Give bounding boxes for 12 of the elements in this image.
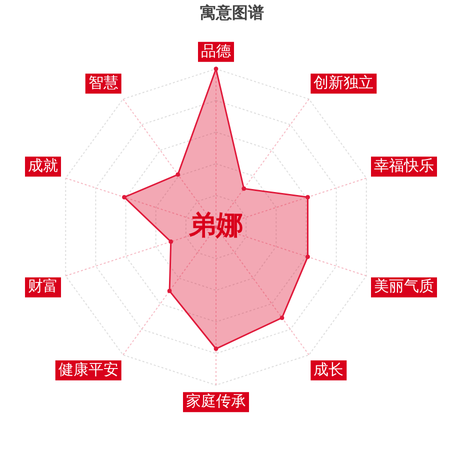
spoke-label: 幸福快乐	[374, 156, 434, 175]
spoke-label: 成就	[28, 156, 58, 175]
text: 弟娜	[188, 210, 243, 242]
spoke-label: 成长	[314, 360, 344, 378]
spoke-label: 创新独立	[314, 73, 374, 92]
spoke-label: 健康平安	[58, 360, 118, 378]
spoke-label: 品德	[201, 42, 231, 60]
spoke-label: 财富	[28, 277, 58, 296]
chart-title: 寓意图谱	[200, 2, 264, 22]
spoke-label: 家庭传承	[186, 392, 246, 410]
spoke-label: 美丽气质	[374, 277, 434, 296]
spoke-label: 智慧	[88, 73, 118, 92]
